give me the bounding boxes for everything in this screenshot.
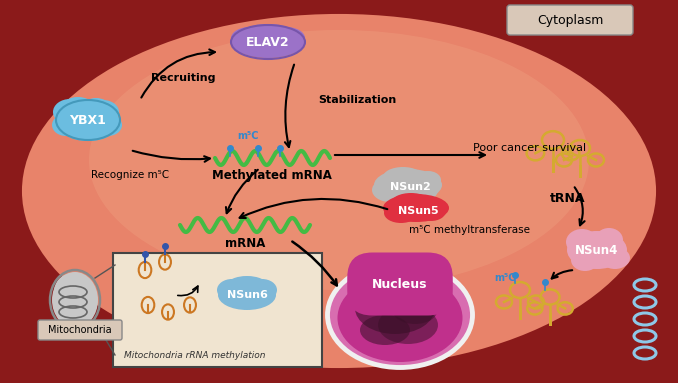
Ellipse shape bbox=[247, 279, 277, 301]
Text: Mitochondria: Mitochondria bbox=[48, 325, 112, 335]
Ellipse shape bbox=[327, 262, 473, 368]
Ellipse shape bbox=[52, 114, 80, 136]
Ellipse shape bbox=[15, 7, 663, 375]
Ellipse shape bbox=[63, 97, 93, 115]
Text: Stabilization: Stabilization bbox=[318, 95, 396, 105]
Ellipse shape bbox=[231, 27, 269, 49]
Ellipse shape bbox=[94, 114, 122, 136]
Ellipse shape bbox=[338, 274, 462, 362]
Ellipse shape bbox=[383, 194, 449, 222]
Ellipse shape bbox=[63, 119, 113, 141]
Text: Recruiting: Recruiting bbox=[151, 73, 215, 83]
Text: NSun6: NSun6 bbox=[226, 290, 267, 300]
Ellipse shape bbox=[282, 35, 304, 53]
Ellipse shape bbox=[595, 228, 623, 252]
Text: Cytoplasm: Cytoplasm bbox=[537, 13, 603, 26]
Ellipse shape bbox=[83, 98, 109, 114]
Text: mRNA: mRNA bbox=[225, 236, 265, 249]
Ellipse shape bbox=[355, 282, 435, 334]
FancyBboxPatch shape bbox=[38, 320, 122, 340]
Ellipse shape bbox=[232, 35, 254, 53]
Text: NSun4: NSun4 bbox=[576, 244, 619, 257]
Ellipse shape bbox=[89, 30, 589, 290]
FancyBboxPatch shape bbox=[113, 253, 322, 367]
Ellipse shape bbox=[415, 171, 441, 189]
Ellipse shape bbox=[217, 279, 247, 301]
Text: m⁵C methyltransferase: m⁵C methyltransferase bbox=[410, 225, 530, 235]
Text: Methylated mRNA: Methylated mRNA bbox=[212, 169, 332, 182]
Text: m⁵C: m⁵C bbox=[494, 273, 516, 283]
Text: Nucleus: Nucleus bbox=[372, 278, 428, 290]
Ellipse shape bbox=[218, 280, 276, 310]
Text: m⁵C: m⁵C bbox=[237, 131, 259, 141]
Ellipse shape bbox=[416, 201, 446, 221]
Text: ELAV2: ELAV2 bbox=[246, 36, 290, 49]
Ellipse shape bbox=[374, 169, 442, 201]
Ellipse shape bbox=[87, 100, 119, 124]
Text: NSun2: NSun2 bbox=[390, 182, 431, 192]
Text: Poor cancer survival: Poor cancer survival bbox=[473, 143, 586, 153]
Ellipse shape bbox=[391, 193, 431, 213]
Text: tRNA: tRNA bbox=[551, 192, 586, 205]
Ellipse shape bbox=[232, 26, 304, 58]
Text: NSun5: NSun5 bbox=[398, 206, 438, 216]
Ellipse shape bbox=[65, 293, 95, 323]
Ellipse shape bbox=[408, 179, 438, 201]
Ellipse shape bbox=[54, 274, 86, 310]
Ellipse shape bbox=[360, 315, 410, 345]
Ellipse shape bbox=[227, 276, 267, 294]
Ellipse shape bbox=[384, 203, 418, 223]
Ellipse shape bbox=[57, 101, 119, 139]
Ellipse shape bbox=[571, 249, 599, 271]
Ellipse shape bbox=[53, 99, 87, 125]
Ellipse shape bbox=[372, 178, 408, 202]
Ellipse shape bbox=[378, 306, 438, 344]
Ellipse shape bbox=[393, 296, 437, 324]
Ellipse shape bbox=[567, 231, 627, 269]
Ellipse shape bbox=[267, 27, 305, 49]
Text: Mitochondria rRNA methylation: Mitochondria rRNA methylation bbox=[124, 350, 266, 360]
Ellipse shape bbox=[52, 272, 98, 328]
Text: Recognize m⁵C: Recognize m⁵C bbox=[91, 170, 169, 180]
Ellipse shape bbox=[566, 229, 598, 255]
Ellipse shape bbox=[600, 247, 630, 269]
Ellipse shape bbox=[241, 24, 296, 44]
Text: YBX1: YBX1 bbox=[70, 113, 106, 126]
FancyBboxPatch shape bbox=[507, 5, 633, 35]
Ellipse shape bbox=[383, 167, 423, 187]
